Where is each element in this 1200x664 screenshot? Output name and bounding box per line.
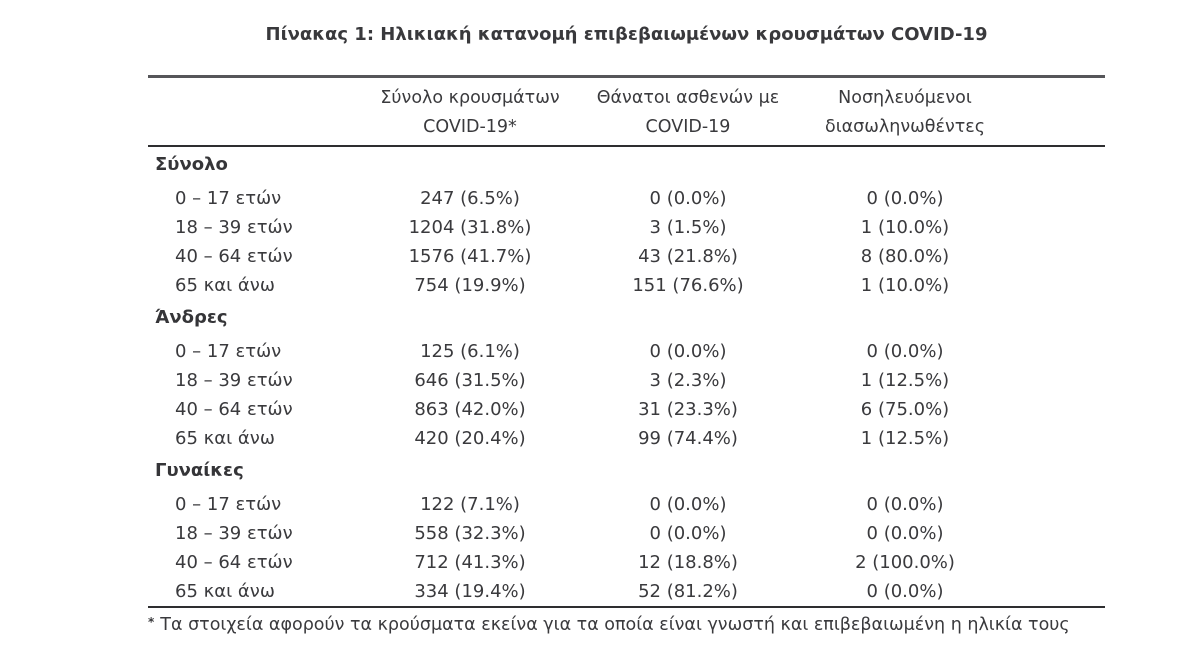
deaths-cell: 31 (23.3%) xyxy=(638,399,738,420)
section-heading: Σύνολο xyxy=(155,154,228,175)
table-header: Σύνολο κρουσμάτων COVID-19* Θάνατοι ασθε… xyxy=(148,76,1105,147)
cases-cell: 863 (42.0%) xyxy=(414,399,526,420)
row-label: 40 – 64 ετών xyxy=(175,552,293,573)
column-header-intubated: Νοσηλευόμενοι διασωληνωθέντες xyxy=(799,76,1011,147)
intubated-cell: 0 (0.0%) xyxy=(866,494,944,515)
intubated-cell: 1 (10.0%) xyxy=(860,217,950,238)
cases-cell: 558 (32.3%) xyxy=(414,523,526,544)
spacer-cell xyxy=(1011,337,1105,366)
row-label: 65 και άνω xyxy=(175,275,275,296)
spacer-cell xyxy=(1011,271,1105,300)
intubated-cell: 1 (10.0%) xyxy=(860,275,950,296)
row-label: 40 – 64 ετών xyxy=(175,399,293,420)
section-heading: Άνδρες xyxy=(155,307,228,328)
footnote: * Τα στοιχεία αφορούν τα κρούσματα εκείνα… xyxy=(148,612,1158,638)
cases-cell: 122 (7.1%) xyxy=(420,494,520,515)
deaths-cell: 12 (18.8%) xyxy=(638,552,738,573)
header-empty-cell xyxy=(148,76,363,147)
deaths-cell: 151 (76.6%) xyxy=(632,275,744,296)
spacer-cell xyxy=(1011,213,1105,242)
header-spacer-cell xyxy=(1011,76,1105,147)
table-row: 18 – 39 ετών 558 (32.3%) 0 (0.0%) 0 (0.0%) xyxy=(148,519,1105,548)
row-label: 0 – 17 ετών xyxy=(175,188,282,209)
section-row: Γυναίκες xyxy=(148,453,1105,490)
column-header-deaths-line2: COVID-19 xyxy=(645,117,731,137)
deaths-cell: 3 (1.5%) xyxy=(649,217,727,238)
spacer-cell xyxy=(1011,519,1105,548)
intubated-cell: 2 (100.0%) xyxy=(855,552,955,573)
cases-cell: 712 (41.3%) xyxy=(414,552,526,573)
footnote-text: Τα στοιχεία αφορούν τα κρούσματα εκείνα … xyxy=(160,615,1070,635)
cases-cell: 420 (20.4%) xyxy=(414,428,526,449)
spacer-cell xyxy=(1011,424,1105,453)
deaths-cell: 3 (2.3%) xyxy=(649,370,727,391)
section-row: Σύνολο xyxy=(148,146,1105,184)
column-header-intubated-line1: Νοσηλευόμενοι xyxy=(838,88,972,108)
cases-cell: 334 (19.4%) xyxy=(414,581,526,602)
intubated-cell: 0 (0.0%) xyxy=(866,341,944,362)
column-header-cases-line2: COVID-19* xyxy=(423,117,517,137)
data-table: Σύνολο κρουσμάτων COVID-19* Θάνατοι ασθε… xyxy=(148,75,1105,608)
page-title: Πίνακας 1: Ηλικιακή κατανομή επιβεβαιωμέ… xyxy=(265,24,988,45)
deaths-cell: 99 (74.4%) xyxy=(638,428,738,449)
footnote-asterisk: * xyxy=(148,615,155,629)
table-row: 65 και άνω 420 (20.4%) 99 (74.4%) 1 (12.5%) xyxy=(148,424,1105,453)
spacer-cell xyxy=(1011,490,1105,519)
spacer-cell xyxy=(1011,366,1105,395)
row-label: 40 – 64 ετών xyxy=(175,246,293,267)
intubated-cell: 1 (12.5%) xyxy=(860,370,950,391)
header-row: Σύνολο κρουσμάτων COVID-19* Θάνατοι ασθε… xyxy=(148,76,1105,147)
spacer-cell xyxy=(1011,242,1105,271)
column-header-cases: Σύνολο κρουσμάτων COVID-19* xyxy=(363,76,577,147)
cases-cell: 247 (6.5%) xyxy=(420,188,520,209)
table-row: 18 – 39 ετών 1204 (31.8%) 3 (1.5%) 1 (10.0%… xyxy=(148,213,1105,242)
column-header-deaths-line1: Θάνατοι ασθενών με xyxy=(596,88,780,108)
cases-cell: 125 (6.1%) xyxy=(420,341,520,362)
intubated-cell: 0 (0.0%) xyxy=(866,523,944,544)
spacer-cell xyxy=(1011,184,1105,213)
deaths-cell: 0 (0.0%) xyxy=(649,494,727,515)
spacer-cell xyxy=(1011,577,1105,607)
table-row: 18 – 39 ετών 646 (31.5%) 3 (2.3%) 1 (12.5%) xyxy=(148,366,1105,395)
cases-cell: 646 (31.5%) xyxy=(414,370,526,391)
table-row: 0 – 17 ετών 122 (7.1%) 0 (0.0%) 0 (0.0%) xyxy=(148,490,1105,519)
table-row: 65 και άνω 334 (19.4%) 52 (81.2%) 0 (0.0%) xyxy=(148,577,1105,607)
column-header-cases-line1: Σύνολο κρουσμάτων xyxy=(380,88,560,108)
covid-age-table: Σύνολο κρουσμάτων COVID-19* Θάνατοι ασθε… xyxy=(148,75,1105,608)
row-label: 18 – 39 ετών xyxy=(175,370,293,391)
intubated-cell: 6 (75.0%) xyxy=(860,399,950,420)
spacer-cell xyxy=(1011,395,1105,424)
row-label: 18 – 39 ετών xyxy=(175,217,293,238)
section-row: Άνδρες xyxy=(148,300,1105,337)
table-row: 0 – 17 ετών 125 (6.1%) 0 (0.0%) 0 (0.0%) xyxy=(148,337,1105,366)
column-header-deaths: Θάνατοι ασθενών με COVID-19 xyxy=(577,76,799,147)
intubated-cell: 0 (0.0%) xyxy=(866,581,944,602)
table-row: 40 – 64 ετών 863 (42.0%) 31 (23.3%) 6 (75.0… xyxy=(148,395,1105,424)
deaths-cell: 43 (21.8%) xyxy=(638,246,738,267)
row-label: 18 – 39 ετών xyxy=(175,523,293,544)
deaths-cell: 52 (81.2%) xyxy=(638,581,738,602)
cases-cell: 1204 (31.8%) xyxy=(408,217,532,238)
table-row: 40 – 64 ετών 1576 (41.7%) 43 (21.8%) 8 (80.… xyxy=(148,242,1105,271)
intubated-cell: 8 (80.0%) xyxy=(860,246,950,267)
row-label: 0 – 17 ετών xyxy=(175,494,282,515)
spacer-cell xyxy=(1011,548,1105,577)
deaths-cell: 0 (0.0%) xyxy=(649,188,727,209)
column-header-intubated-line2: διασωληνωθέντες xyxy=(825,117,985,137)
table-row: 65 και άνω 754 (19.9%) 151 (76.6%) 1 (10.0%… xyxy=(148,271,1105,300)
section-heading: Γυναίκες xyxy=(155,460,244,481)
row-label: 65 και άνω xyxy=(175,428,275,449)
table-row: 40 – 64 ετών 712 (41.3%) 12 (18.8%) 2 (100.… xyxy=(148,548,1105,577)
cases-cell: 1576 (41.7%) xyxy=(408,246,532,267)
deaths-cell: 0 (0.0%) xyxy=(649,341,727,362)
row-label: 65 και άνω xyxy=(175,581,275,602)
table-row: 0 – 17 ετών 247 (6.5%) 0 (0.0%) 0 (0.0%) xyxy=(148,184,1105,213)
intubated-cell: 0 (0.0%) xyxy=(866,188,944,209)
row-label: 0 – 17 ετών xyxy=(175,341,282,362)
deaths-cell: 0 (0.0%) xyxy=(649,523,727,544)
intubated-cell: 1 (12.5%) xyxy=(860,428,950,449)
table-body: Σύνολο 0 – 17 ετών 247 (6.5%) 0 (0.0%) 0 (0.… xyxy=(148,146,1105,607)
cases-cell: 754 (19.9%) xyxy=(414,275,526,296)
